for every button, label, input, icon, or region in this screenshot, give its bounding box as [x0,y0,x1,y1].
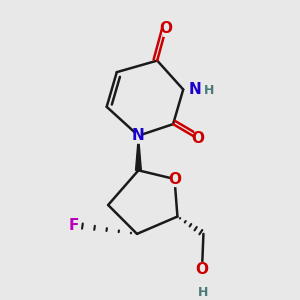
Text: O: O [168,172,181,187]
Text: F: F [68,218,79,233]
Text: O: O [159,21,172,36]
Text: H: H [204,84,214,98]
Text: N: N [189,82,202,97]
Text: O: O [191,131,204,146]
Text: O: O [196,262,208,278]
Polygon shape [136,136,141,170]
Text: N: N [132,128,145,143]
Text: H: H [198,286,208,299]
